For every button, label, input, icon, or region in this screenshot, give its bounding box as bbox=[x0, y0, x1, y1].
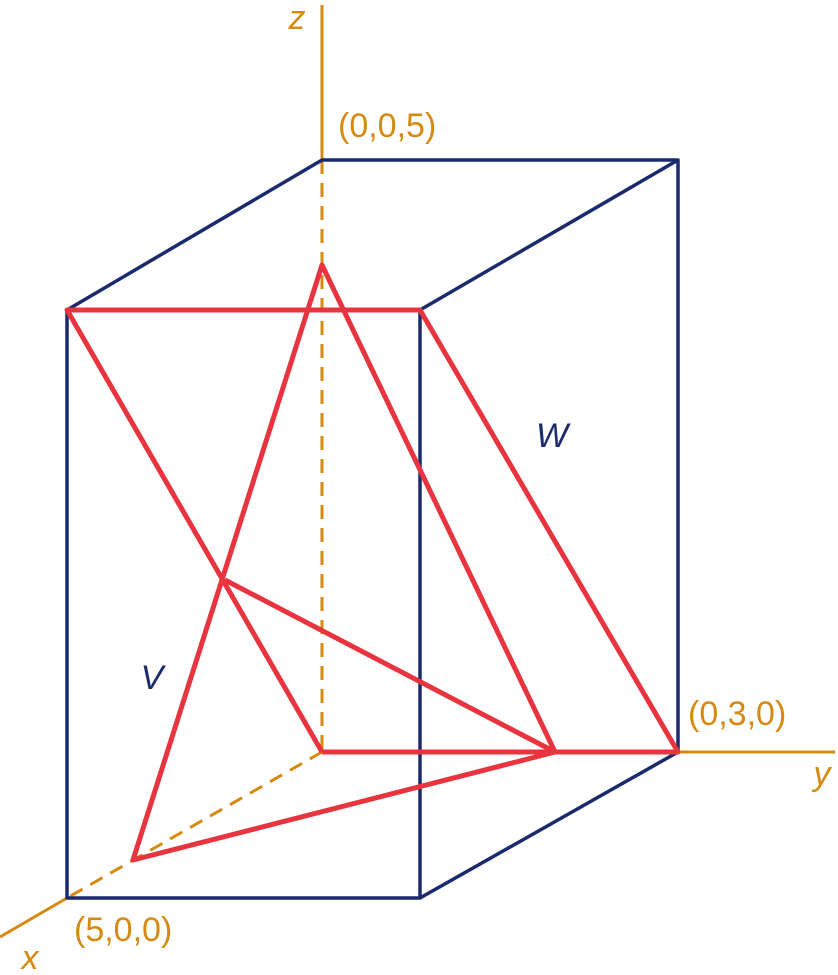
x-axis-label: x bbox=[20, 939, 40, 975]
y-axis-label: y bbox=[812, 755, 833, 793]
solid-label: V bbox=[141, 659, 167, 697]
x-axis bbox=[0, 896, 68, 939]
z-axis-label: z bbox=[288, 0, 306, 37]
point-label: (0,0,5) bbox=[338, 107, 436, 145]
point-label: (5,0,0) bbox=[74, 911, 172, 949]
solid-v-edge bbox=[223, 577, 557, 755]
x-axis-hidden bbox=[66, 750, 323, 900]
solid-v-edges bbox=[130, 262, 558, 863]
solid-w-edges bbox=[64, 307, 681, 755]
solid-label: W bbox=[536, 417, 571, 455]
box-edge bbox=[419, 158, 679, 312]
solids bbox=[64, 262, 681, 863]
point-label: (0,3,0) bbox=[688, 695, 786, 733]
